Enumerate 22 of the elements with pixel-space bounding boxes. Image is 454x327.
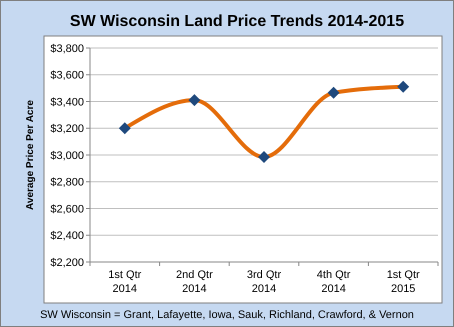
x-tick-label: 1st Qtr 2014 <box>108 269 142 295</box>
point <box>328 86 340 99</box>
text: SW Wisconsin = Grant, Lafayette, Iowa, Sauk, Richland, Crawford, & Vernon <box>40 309 414 321</box>
y-tick-label: $2,800 <box>50 176 84 189</box>
y-tick-label: $3,200 <box>50 123 84 136</box>
point <box>258 151 270 164</box>
x-tick-label: 2nd Qtr 2014 <box>176 269 214 295</box>
chart-title: SW Wisconsin Land Price Trends 2014-2015 <box>70 13 404 30</box>
x-tick-label: 3rd Qtr 2014 <box>246 269 282 295</box>
y-tick-label: $3,000 <box>50 150 84 162</box>
y-tick-label: $3,800 <box>50 42 84 55</box>
y-tick-label: $2,200 <box>50 256 84 269</box>
y-tick-label: $2,600 <box>50 203 84 216</box>
x-tick-label: 4th Qtr 2014 <box>316 269 351 295</box>
y-tick-label: $2,400 <box>50 230 84 242</box>
y-axis-title: Average Price Per Acre <box>25 100 36 210</box>
y-tick-label: $3,600 <box>50 70 84 82</box>
point <box>397 80 410 93</box>
y-tick-label: $3,400 <box>50 96 84 108</box>
point <box>118 122 131 134</box>
x-tick-label: 1st Qtr 2015 <box>386 269 420 295</box>
point <box>188 94 200 106</box>
